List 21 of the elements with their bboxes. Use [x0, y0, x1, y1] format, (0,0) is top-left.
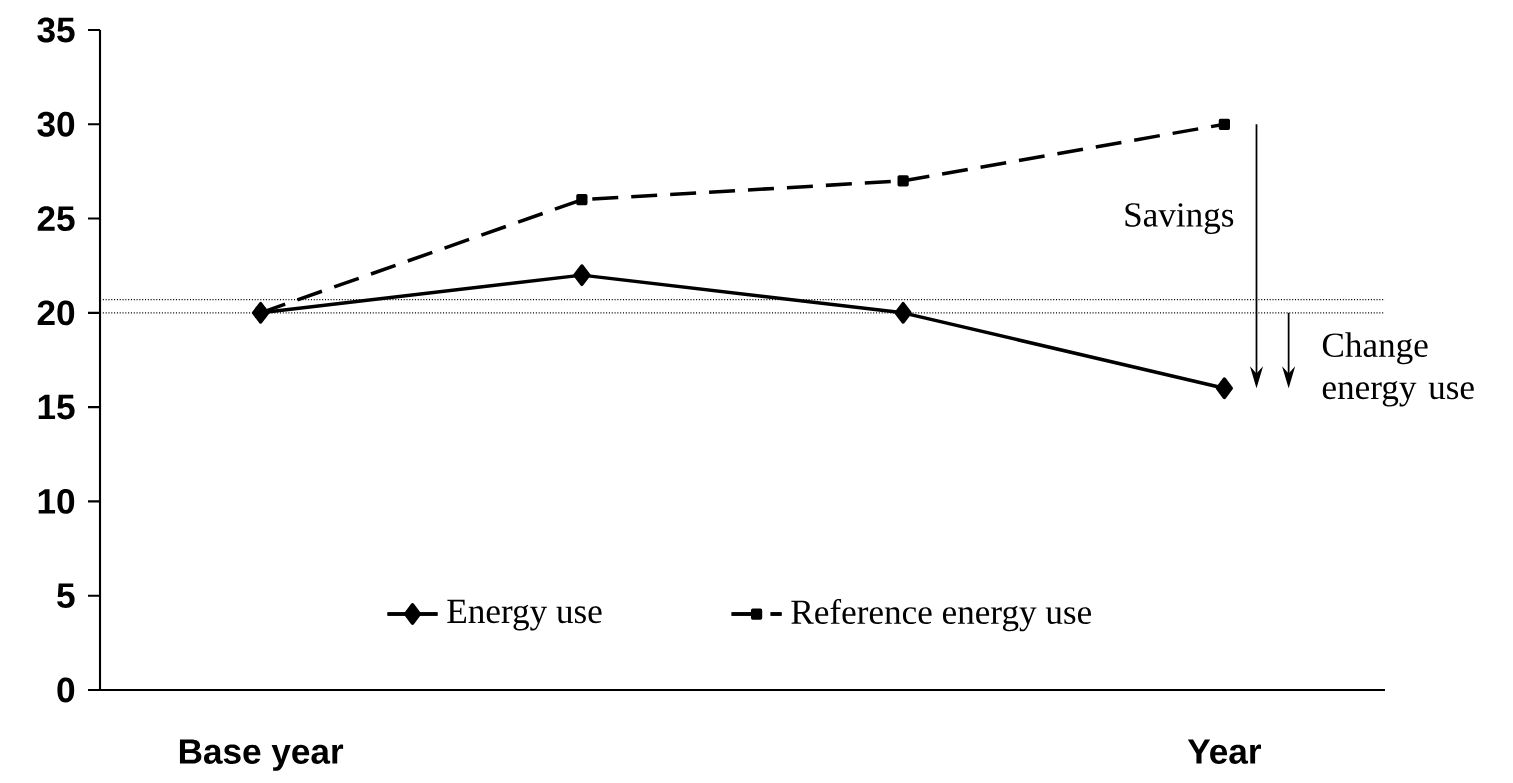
annotation: Savings	[1125, 203, 1234, 235]
y-tick-label: 5	[57, 583, 75, 608]
y-tick-label: 0	[57, 677, 75, 703]
point	[897, 175, 909, 187]
point	[894, 301, 912, 324]
y-tick-label: 20	[37, 300, 75, 326]
x-tick-label: Year	[1187, 739, 1261, 764]
point	[252, 301, 270, 324]
point	[576, 194, 588, 206]
legend-label: Reference energy use	[791, 599, 1091, 632]
y-tick-label: 25	[37, 206, 75, 231]
y-tick-label: 10	[38, 488, 75, 514]
y-tick-label: 30	[37, 111, 75, 137]
legend-label: Energy use	[447, 599, 602, 631]
y-tick-label: 15	[38, 394, 75, 420]
x-tick-label: Base year	[179, 739, 344, 771]
y-tick-label: 35	[37, 17, 75, 43]
point	[573, 264, 591, 287]
annotation: Change energy use	[1322, 332, 1474, 407]
point	[1218, 118, 1230, 130]
point	[1215, 377, 1233, 400]
